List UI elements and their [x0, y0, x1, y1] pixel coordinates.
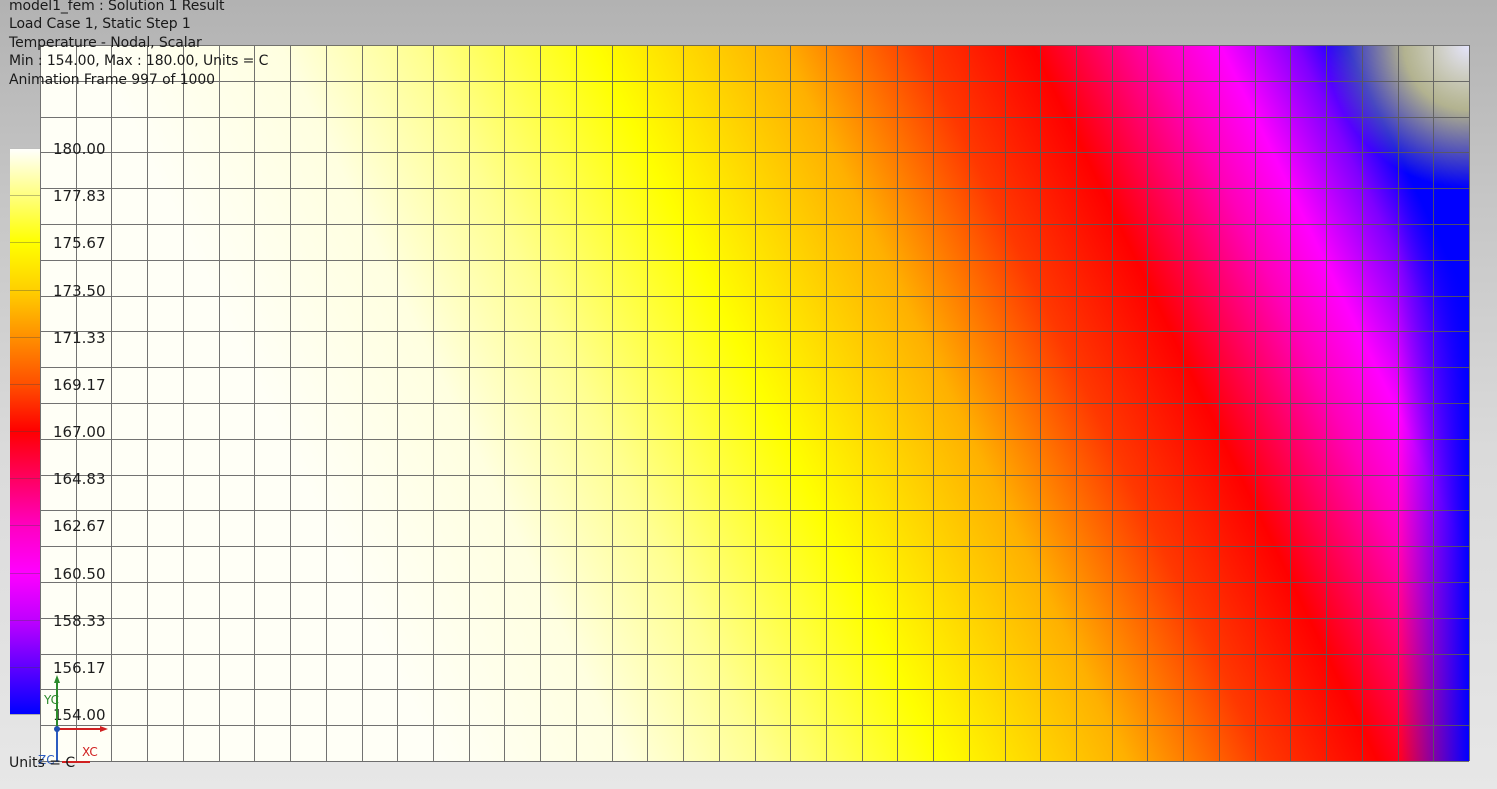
- legend-tick: [10, 337, 40, 338]
- result-type-line: Temperature - Nodal, Scalar: [9, 35, 202, 51]
- triad-xc-label: XC: [82, 745, 98, 759]
- result-title: model1_fem : Solution 1 Result: [9, 0, 225, 14]
- legend-value-label: 167.00: [53, 423, 106, 441]
- legend-tick: [10, 242, 40, 243]
- triad-zc-label: ZC: [38, 753, 55, 767]
- legend-value-label: 154.00: [53, 706, 106, 724]
- triad-yc-label: YC: [43, 693, 59, 707]
- legend-value-label: 180.00: [53, 140, 106, 158]
- legend-tick: [10, 667, 40, 668]
- legend-tick: [10, 478, 40, 479]
- animation-frame-line: Animation Frame 997 of 1000: [9, 72, 215, 88]
- legend-value-label: 173.50: [53, 282, 106, 300]
- legend-tick: [10, 195, 40, 196]
- legend-value-label: 175.67: [53, 234, 106, 252]
- legend-tick: [10, 714, 40, 715]
- contour-hot-corner: [1200, 45, 1469, 305]
- legend-tick: [10, 525, 40, 526]
- legend-tick: [10, 431, 40, 432]
- legend-value-label: 177.83: [53, 187, 106, 205]
- legend-tick: [10, 290, 40, 291]
- legend-tick: [10, 573, 40, 574]
- legend-tick: [10, 384, 40, 385]
- fem-mesh-grid: [40, 45, 1470, 762]
- legend-value-label: 156.17: [53, 659, 106, 677]
- legend-value-label: 171.33: [53, 329, 106, 347]
- legend-value-label: 158.33: [53, 612, 106, 630]
- legend-value-label: 164.83: [53, 470, 106, 488]
- legend-tick: [10, 148, 40, 149]
- legend-value-label: 169.17: [53, 376, 106, 394]
- units-label: Units = C: [9, 755, 76, 771]
- legend-value-label: 162.67: [53, 517, 106, 535]
- legend-color-bar: [10, 148, 40, 714]
- legend-value-label: 160.50: [53, 565, 106, 583]
- min-max-line: Min : 154.00, Max : 180.00, Units = C: [9, 53, 269, 69]
- coordinate-triad: YC XC ZC: [38, 675, 108, 767]
- legend-tick: [10, 620, 40, 621]
- load-case-line: Load Case 1, Static Step 1: [9, 16, 191, 32]
